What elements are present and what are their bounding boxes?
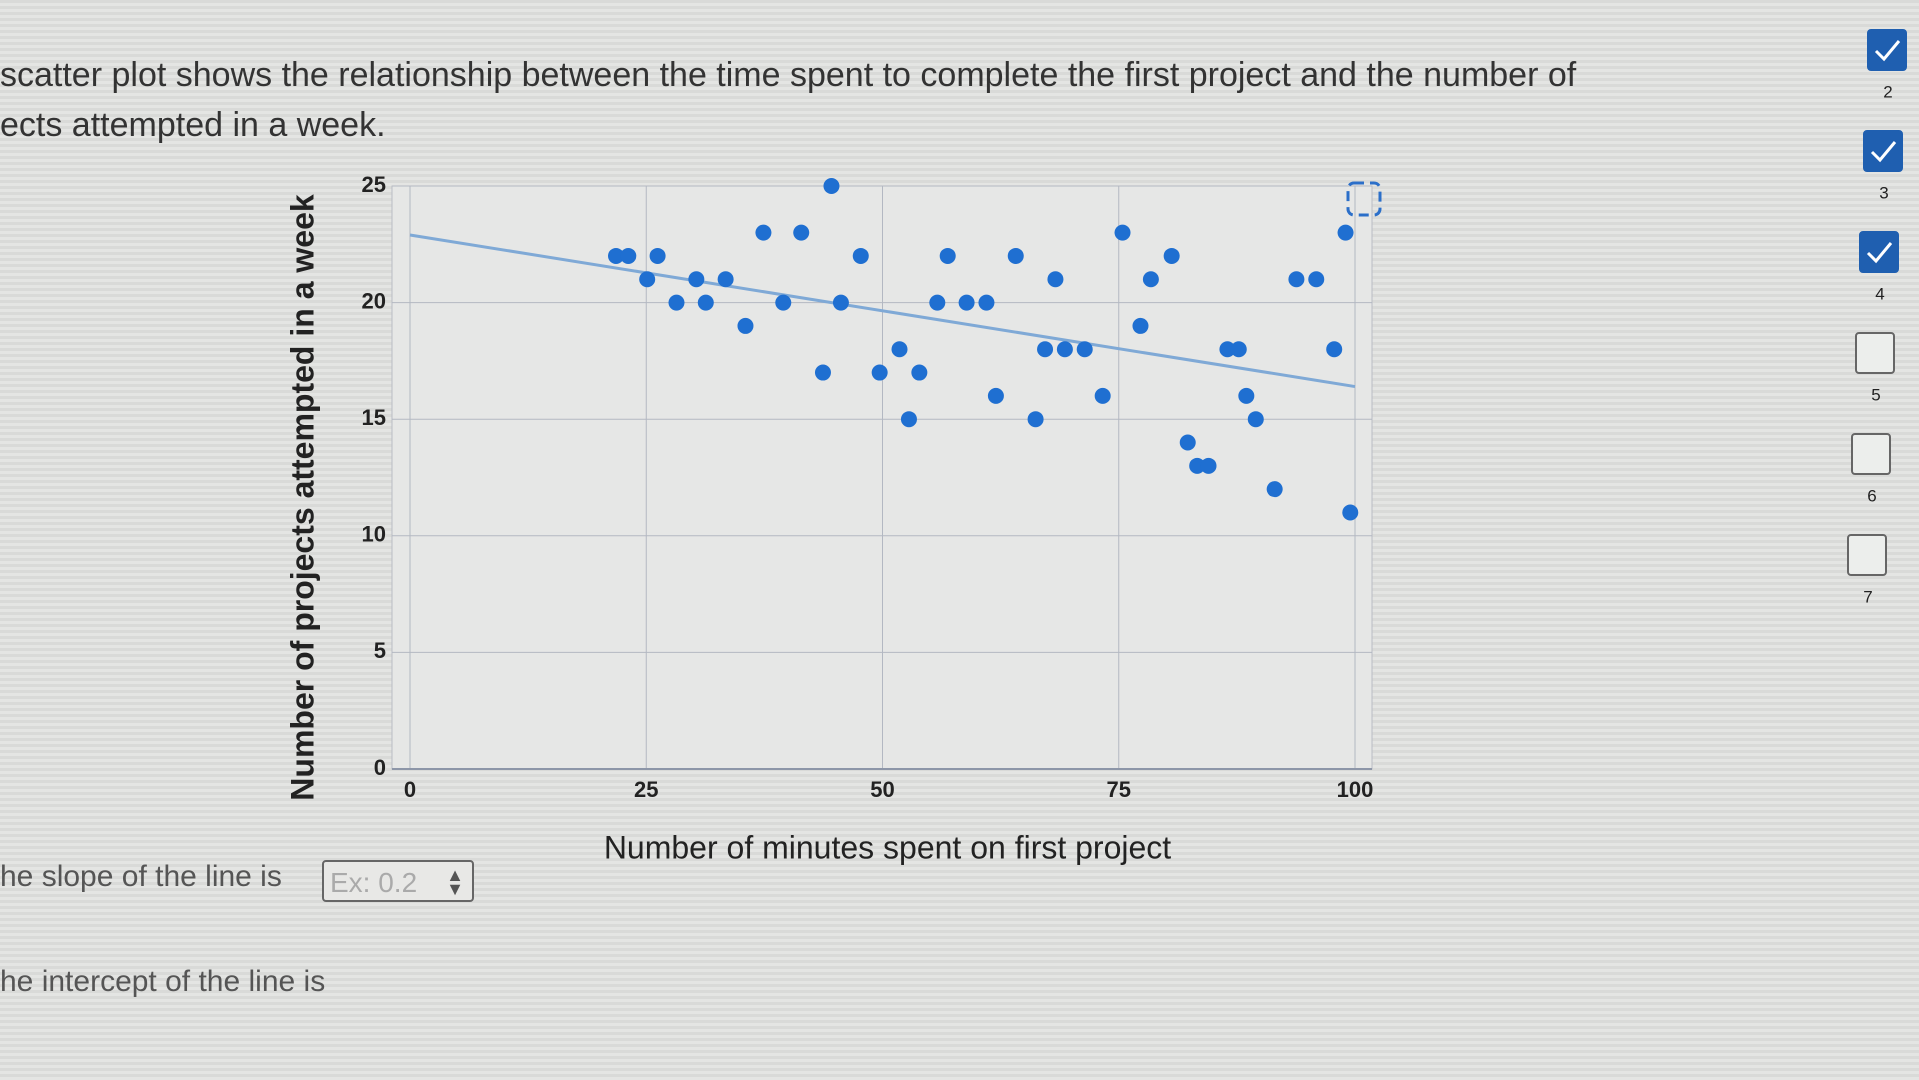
point [608, 247, 625, 264]
point [939, 247, 956, 264]
y-tick-label: 25 [362, 172, 386, 197]
checkbox [1847, 534, 1887, 576]
checkbox [1851, 433, 1891, 475]
point [1230, 341, 1247, 358]
x-axis-title: Number of minutes spent on first project [604, 829, 1171, 865]
y-axis-title: Number of projects attempted in a week [284, 194, 320, 801]
point [793, 224, 810, 241]
point [775, 294, 792, 311]
point [639, 271, 656, 288]
x-tick-label: 75 [1107, 777, 1131, 802]
point [649, 247, 666, 264]
point [891, 341, 908, 358]
point [620, 247, 637, 264]
checkmark [1866, 242, 1893, 264]
point [1163, 247, 1180, 264]
point [1179, 434, 1196, 451]
point [1326, 341, 1343, 358]
intercept-label: he intercept of the line is [0, 965, 326, 998]
placeholder: Ex: 0.2 [330, 867, 418, 898]
checkmark [1874, 40, 1901, 62]
y-tick-label: 15 [362, 405, 386, 430]
point [1027, 411, 1044, 428]
point [717, 271, 734, 288]
item-number: 3 [1879, 183, 1888, 202]
point [737, 317, 754, 334]
point [668, 294, 685, 311]
point [1266, 481, 1283, 498]
point [832, 294, 849, 311]
checkmark [1870, 141, 1897, 163]
point [1342, 504, 1359, 521]
checkbox [1867, 29, 1907, 71]
item-number: 5 [1871, 385, 1880, 404]
point [823, 178, 840, 194]
x-tick-label: 50 [870, 777, 894, 802]
y-tick-label: 0 [374, 755, 386, 780]
point [1288, 271, 1305, 288]
trendline [409, 233, 1356, 389]
x-tick-label: 25 [634, 777, 658, 802]
x-tick-label: 100 [1337, 777, 1374, 802]
point [755, 224, 772, 241]
capture-icon [1346, 181, 1382, 217]
checkbox [1863, 130, 1903, 172]
point [688, 271, 705, 288]
question-line: scatter plot shows the relationship betw… [0, 56, 1577, 94]
point [697, 294, 714, 311]
point [1007, 247, 1024, 264]
point [1337, 224, 1354, 241]
slope-input[interactable]: Ex: 0.2 ▲ ▼ [322, 860, 474, 902]
point [1056, 341, 1073, 358]
point [1200, 457, 1217, 474]
item-number: 2 [1883, 82, 1892, 101]
point [1094, 387, 1111, 404]
point [911, 364, 928, 381]
point [929, 294, 946, 311]
point [1308, 271, 1325, 288]
checkbox [1855, 332, 1895, 374]
item-number: 6 [1867, 486, 1876, 505]
point [852, 247, 869, 264]
point [1142, 271, 1159, 288]
x-tick-label: 0 [404, 777, 416, 802]
point [987, 387, 1004, 404]
point [1114, 224, 1131, 241]
question-line: ects attempted in a week. [0, 106, 386, 144]
spinner[interactable]: ▲ ▼ [446, 865, 464, 899]
checkbox [1859, 231, 1899, 273]
point [978, 294, 995, 311]
point [1238, 387, 1255, 404]
point [1189, 457, 1206, 474]
point [1037, 341, 1054, 358]
y-tick-label: 10 [362, 522, 386, 547]
point [1132, 317, 1149, 334]
point [871, 364, 888, 381]
item-number: 7 [1863, 587, 1872, 606]
y-tick-label: 20 [362, 288, 386, 313]
item-number: 4 [1875, 284, 1884, 303]
point [814, 364, 831, 381]
slope-label: he slope of the line is [0, 860, 282, 893]
point [900, 411, 917, 428]
point [1076, 341, 1093, 358]
point [1047, 271, 1064, 288]
point [958, 294, 975, 311]
point [1247, 411, 1264, 428]
point [1219, 341, 1236, 358]
y-tick-label: 5 [374, 638, 386, 663]
